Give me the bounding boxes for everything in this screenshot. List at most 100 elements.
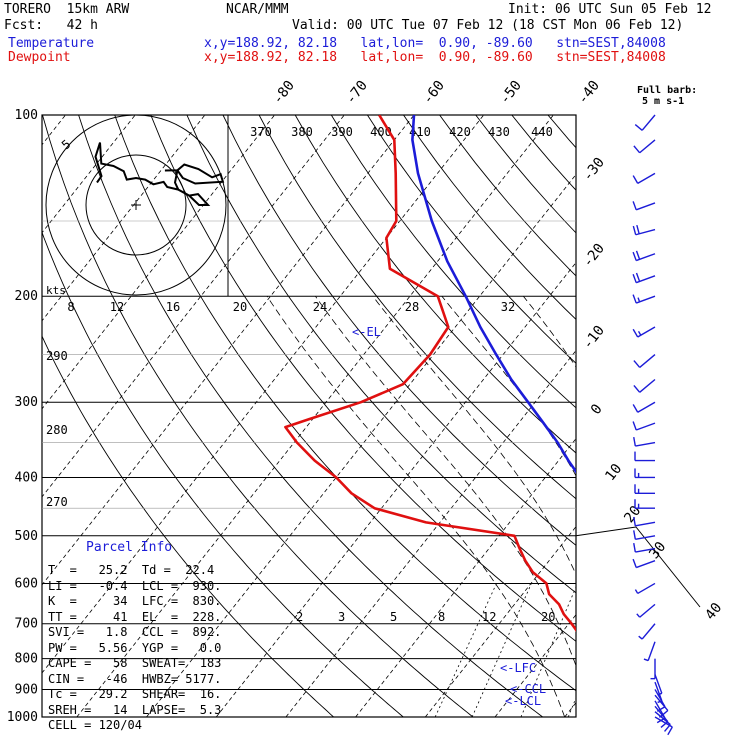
wind-barb <box>633 437 656 447</box>
wind-barb-flag <box>635 250 641 260</box>
wind-barb-flag <box>632 404 639 413</box>
wind-barb-staff <box>637 582 656 595</box>
wind-barb <box>634 582 656 595</box>
parcel-info-title: Parcel Info <box>86 540 173 555</box>
parcel-info-table: T = 25.2 Td = 22.4 LI = -0.4 LCL = 930. K … <box>48 563 221 734</box>
wind-barb-flag <box>660 721 669 728</box>
dry-adiabat-line <box>475 115 576 234</box>
wind-barb-half-flag <box>637 297 641 303</box>
hodo-speed-label: 32 <box>501 300 515 314</box>
wind-barb-staff <box>639 603 656 618</box>
wind-barb-staff <box>639 378 656 393</box>
pressure-tick-label: 800 <box>15 652 38 667</box>
theta-label: 410 <box>409 125 431 139</box>
model-title: TORERO 15km ARW <box>4 2 130 17</box>
wind-barb-staff <box>635 521 656 527</box>
mixing-ratio-line <box>471 583 532 717</box>
wind-barb <box>633 354 656 368</box>
hodo-units-label: kts <box>46 284 66 297</box>
hodo-inner-ring <box>85 154 187 256</box>
pressure-tick-label: 400 <box>15 470 38 485</box>
wind-barb <box>633 378 656 393</box>
wind-barb-half-flag <box>638 635 643 640</box>
mixing-ratio-label: 12 <box>482 610 496 624</box>
parcel-info-row: PW = 5.56 YGP = 0.0 <box>48 640 222 655</box>
wind-barb <box>633 543 656 553</box>
theta-label: 420 <box>449 125 471 139</box>
wind-barb-flag <box>667 726 673 736</box>
pressure-tick-label: 1000 <box>7 710 38 725</box>
valid-time: Valid: 00 UTC Tue 07 Feb 12 (18 CST Mon … <box>292 18 684 33</box>
dry-adiabat-label: 280 <box>46 423 68 437</box>
wind-barb-flag <box>633 437 636 447</box>
wind-barb <box>632 401 656 413</box>
isotherm-line <box>704 115 740 717</box>
parcel-info-row: SREH = 14 LAPSE= 5.3 <box>48 702 222 717</box>
isotherm-line <box>42 115 206 322</box>
isotherm-label-edge <box>575 526 701 608</box>
wind-barb-half-flag <box>657 692 663 696</box>
ccl-marker: <-CCL <box>510 682 546 696</box>
wind-barb <box>654 681 663 704</box>
wind-barb-flag <box>656 717 666 724</box>
skewt-frame <box>41 114 701 718</box>
wind-barb-flag <box>656 706 666 712</box>
wind-barb-half-flag <box>643 658 649 662</box>
wind-barb <box>654 689 666 712</box>
hodo-ring-label: 5 <box>59 137 74 152</box>
wind-barb-flag <box>633 145 641 154</box>
dry-adiabat-line <box>692 115 740 730</box>
parcel-info-row: LI = -0.4 LCL = 930. <box>48 578 222 593</box>
parcel-info-row: K = 34 LFC = 830. <box>48 594 222 608</box>
wind-barb-staff <box>635 441 656 447</box>
wind-barb <box>632 421 656 431</box>
isotherm-line <box>424 526 576 717</box>
theta-label: 380 <box>291 125 313 139</box>
wind-barb <box>632 272 656 284</box>
isotherm-label: 20 <box>621 503 644 526</box>
wind-barb-flag <box>634 123 643 131</box>
theta-label: 390 <box>331 125 353 139</box>
wind-barbs <box>632 114 673 736</box>
wind-barb-staff <box>654 681 663 702</box>
wind-barb-half-flag <box>657 700 663 704</box>
mixing-ratio-line <box>520 586 576 717</box>
wind-barb-flag <box>632 558 637 568</box>
pressure-tick-label: 900 <box>15 682 38 697</box>
isotherm-line <box>494 614 576 717</box>
wind-barb-flag <box>632 251 637 261</box>
dry-adiabat-line <box>222 115 576 546</box>
hodo-speed-label: 8 <box>67 300 74 314</box>
dry-adiabat-line <box>78 115 544 717</box>
mixing-ratio-label: 3 <box>338 610 345 624</box>
isotherm-label: 10 <box>602 461 625 484</box>
wind-barb-half-flag <box>637 330 642 336</box>
wind-barb <box>654 694 669 717</box>
dry-adiabat-line <box>620 115 740 730</box>
wind-barb <box>632 224 656 236</box>
parcel-info-row: T = 25.2 Td = 22.4 <box>48 563 215 577</box>
wind-barb-staff <box>635 275 656 284</box>
isotherm-label: -10 <box>580 323 608 353</box>
wind-barb-half-flag <box>636 613 641 618</box>
hodo-speed-label: 24 <box>313 300 327 314</box>
wind-barb-flag <box>632 273 637 283</box>
wind-barb-staff <box>641 114 656 131</box>
temperature-trace <box>411 115 576 474</box>
wind-barb-flag <box>633 516 636 526</box>
parcel-info-row: CELL = 120/04 <box>48 718 142 732</box>
mixing-ratio-line <box>611 583 662 717</box>
wind-barb <box>634 468 655 479</box>
isotherm-label: -70 <box>343 78 371 108</box>
isotherm-label: -20 <box>580 241 608 271</box>
wind-barb-flag <box>632 201 637 211</box>
wind-barb-flag <box>633 530 636 540</box>
wind-barb <box>633 516 656 527</box>
dry-adiabat-line <box>330 115 576 409</box>
wind-barb-flag <box>660 709 669 717</box>
dry-adiabat-line <box>439 115 576 277</box>
hodo-outer-ring <box>45 114 227 296</box>
wind-barb-flag <box>632 328 639 338</box>
moist-adiabat-line <box>315 295 576 667</box>
